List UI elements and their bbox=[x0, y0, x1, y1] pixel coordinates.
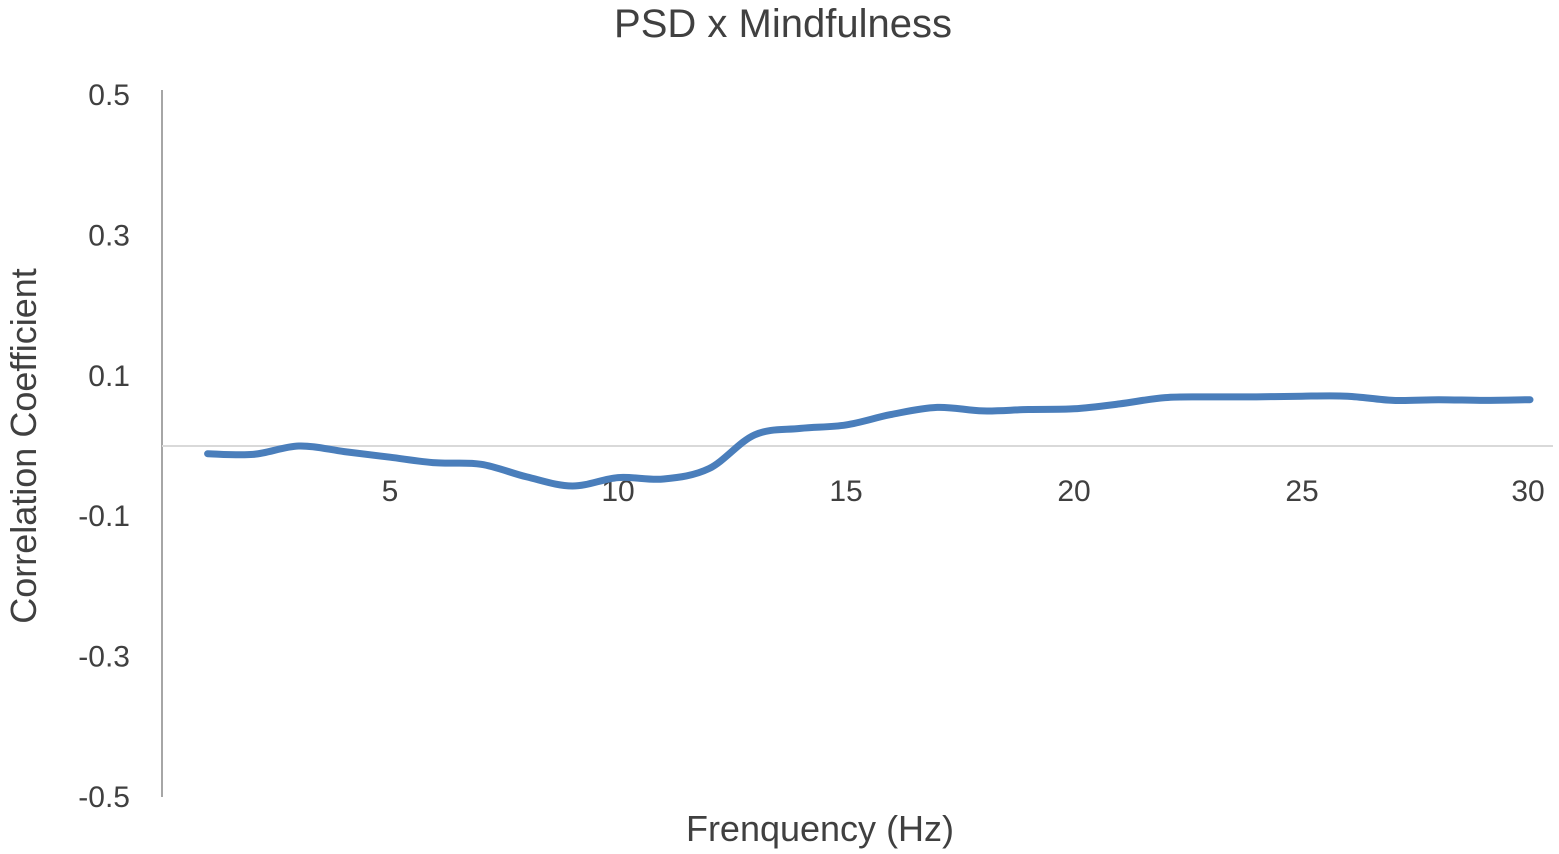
x-tick-label: 5 bbox=[382, 475, 399, 508]
y-tick-label: -0.3 bbox=[78, 641, 130, 674]
x-axis-label: Frenquency (Hz) bbox=[686, 808, 954, 849]
y-tick-label: -0.1 bbox=[78, 500, 130, 533]
chart-title: PSD x Mindfulness bbox=[614, 2, 952, 46]
y-tick-label: -0.5 bbox=[78, 781, 130, 814]
x-tick-labels: 5 10 15 20 25 30 bbox=[382, 475, 1545, 508]
y-tick-labels: 0.5 0.3 0.1 -0.1 -0.3 -0.5 bbox=[78, 79, 130, 814]
y-tick-label: 0.5 bbox=[88, 79, 130, 112]
y-tick-label: 0.1 bbox=[88, 360, 130, 393]
x-tick-label: 15 bbox=[829, 475, 862, 508]
x-tick-label: 30 bbox=[1511, 475, 1544, 508]
series-group bbox=[204, 392, 1534, 490]
y-tick-label: 0.3 bbox=[88, 219, 130, 252]
x-tick-label: 20 bbox=[1057, 475, 1090, 508]
x-tick-label: 25 bbox=[1285, 475, 1318, 508]
y-axis-label: Correlation Coefficient bbox=[3, 268, 44, 624]
series-line bbox=[204, 392, 1534, 490]
